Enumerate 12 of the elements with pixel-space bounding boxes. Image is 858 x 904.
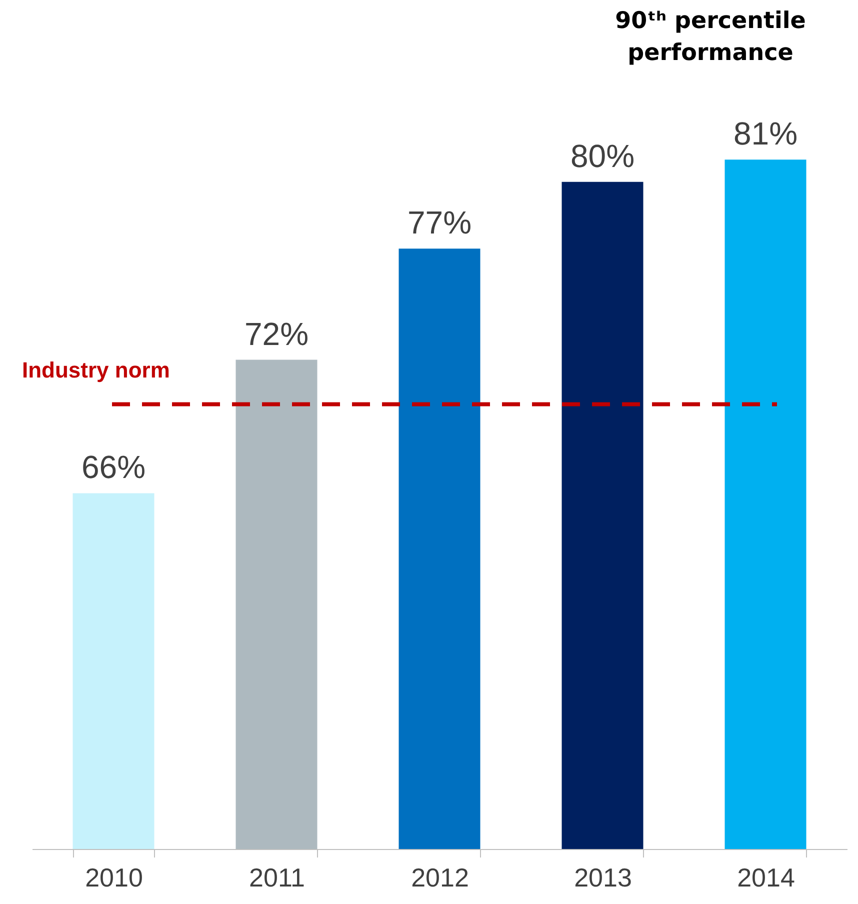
x-tick-label: 2011 xyxy=(249,862,305,892)
data-label: 72% xyxy=(244,316,309,352)
data-label: 66% xyxy=(81,449,146,486)
annotation: 90ᵗʰ percentile performance xyxy=(615,8,806,66)
data-label: 80% xyxy=(570,138,635,174)
x-tick-label: 2010 xyxy=(85,862,143,892)
x-tick-label: 2014 xyxy=(737,862,795,892)
ref-line-label: Industry norm xyxy=(22,357,170,382)
data-label: 77% xyxy=(407,204,472,241)
x-tick-label: 2013 xyxy=(574,862,632,892)
x-tick-label: 2012 xyxy=(411,862,469,892)
data-label: 81% xyxy=(733,116,798,152)
